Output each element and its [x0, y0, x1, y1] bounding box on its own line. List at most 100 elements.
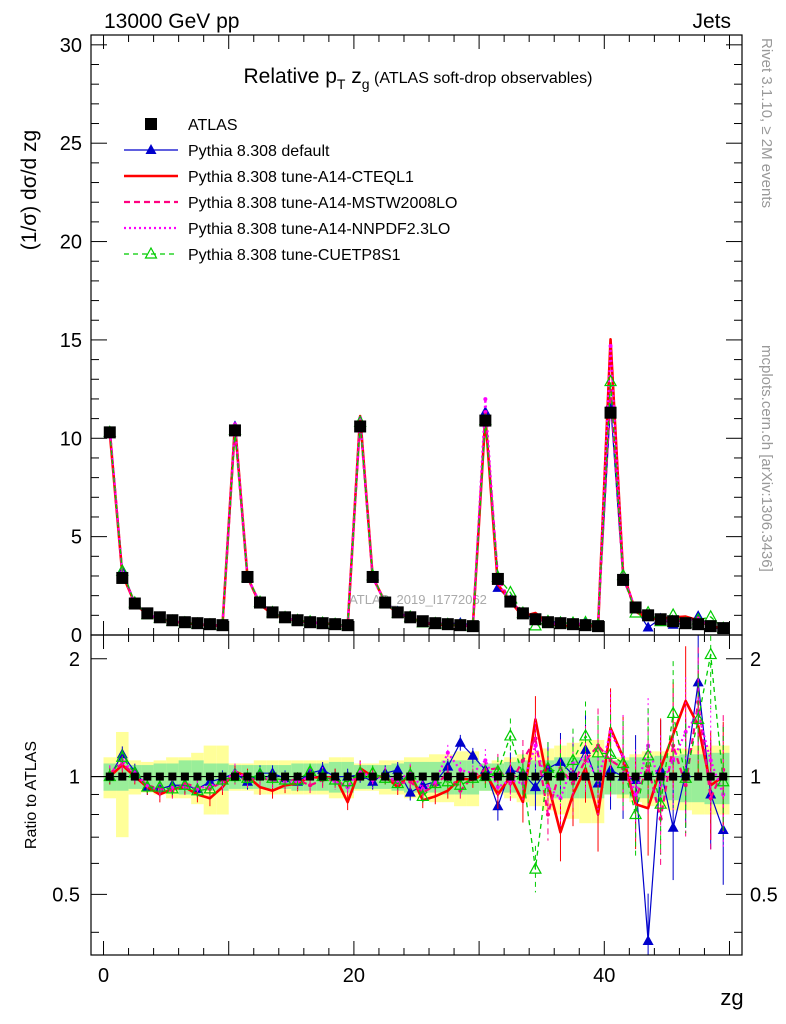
atlas-ratio-point — [393, 772, 402, 781]
ratio-point — [566, 753, 580, 765]
y-tick-label: 5 — [71, 527, 82, 549]
atlas-ratio-point — [168, 772, 177, 781]
atlas-data-point — [341, 619, 354, 632]
atlas-ratio-point — [669, 772, 678, 781]
atlas-data-point — [153, 611, 166, 624]
atlas-ratio-point — [318, 772, 327, 781]
atlas-ratio-point — [143, 772, 152, 781]
ratio-point — [683, 729, 688, 734]
atlas-data-point — [679, 617, 692, 630]
axes-group: 0 20 40 0 5 10 15 20 25 30 0.5 0.5 1 1 2 2 — [52, 35, 778, 987]
header-observable: Jets — [692, 10, 731, 33]
atlas-ratio-point — [656, 772, 665, 781]
atlas-ratio-point — [581, 772, 590, 781]
legend-marker — [145, 144, 157, 154]
ratio-tick-label-left: 2 — [69, 649, 80, 671]
atlas-ratio-point — [180, 772, 189, 781]
ratio-point — [604, 747, 618, 759]
ratio-point — [708, 758, 713, 763]
atlas-ratio-point — [218, 772, 227, 781]
mc-point — [604, 374, 618, 387]
ratio-point — [629, 807, 643, 820]
atlas-data-point — [141, 607, 154, 620]
atlas-data-point — [254, 596, 267, 609]
atlas-ratio-point — [368, 772, 377, 781]
ratio-point — [654, 796, 668, 809]
atlas-ratio-point — [193, 772, 202, 781]
ratio-point — [683, 783, 688, 788]
atlas-data-point — [529, 613, 542, 626]
x-tick-label: 0 — [98, 965, 109, 987]
atlas-ratio-point — [506, 772, 515, 781]
atlas-data-point — [504, 595, 517, 608]
ratio-point — [520, 758, 525, 763]
atlas-data-point — [279, 611, 292, 624]
ratio-point — [178, 778, 192, 790]
atlas-data-point — [429, 617, 442, 630]
legend-marker — [144, 246, 158, 259]
y-tick-label: 0 — [71, 625, 82, 647]
ratio-tick-label-right: 0.5 — [750, 884, 778, 906]
ratio-point — [204, 775, 216, 786]
ratio-point — [533, 743, 538, 748]
ratio-point — [433, 779, 438, 784]
series-line-ratio — [108, 712, 725, 800]
ratio-point — [483, 758, 488, 763]
ratio-panel-series — [103, 635, 730, 955]
legend-label: Pythia 8.308 tune-A14-CTEQL1 — [188, 169, 414, 186]
ratio-point — [170, 785, 175, 790]
ratio-point — [165, 781, 179, 794]
atlas-ratio-point — [468, 772, 477, 781]
atlas-data-point — [166, 614, 179, 627]
ratio-point — [708, 796, 713, 801]
ratio-point — [416, 789, 430, 801]
rivet-version-label: Rivet 3.1.10, ≥ 2M events — [758, 38, 775, 208]
atlas-data-point — [704, 620, 717, 633]
atlas-ratio-point — [130, 772, 139, 781]
atlas-ratio-point — [606, 772, 615, 781]
ratio-point — [404, 786, 416, 797]
ratio-point — [716, 774, 730, 787]
atlas-data-point — [466, 620, 479, 633]
atlas-data-point — [304, 616, 317, 629]
atlas-data-point — [617, 573, 630, 586]
atlas-ratio-point — [619, 772, 628, 781]
atlas-data-point — [667, 615, 680, 628]
mcplots-label: mcplots.cern.ch [arXiv:1306.3436] — [758, 345, 775, 572]
atlas-data-point — [316, 617, 329, 630]
ratio-point — [691, 712, 705, 724]
atlas-ratio-point — [268, 772, 277, 781]
main-panel-series — [103, 338, 730, 635]
ratio-point — [182, 781, 187, 786]
ratio-point — [467, 749, 479, 760]
atlas-data-point — [128, 597, 141, 610]
ratio-point — [203, 781, 217, 794]
atlas-ratio-point — [356, 772, 365, 781]
legend-label: Pythia 8.308 tune-A14-MSTW2008LO — [188, 195, 457, 212]
atlas-ratio-point — [343, 772, 352, 781]
atlas-data-point — [178, 616, 191, 629]
ratio-point — [458, 767, 463, 772]
ratio-point — [616, 756, 630, 769]
ratio-point — [667, 821, 679, 832]
atlas-data-point — [579, 619, 592, 632]
atlas-ratio-point — [155, 772, 164, 781]
ratio-point — [529, 781, 541, 792]
series-line-ratio — [109, 681, 724, 942]
ratio-point — [503, 728, 517, 741]
header-energy: 13000 GeV pp — [104, 10, 239, 33]
atlas-ratio-point — [681, 772, 690, 781]
legend-label: ATLAS — [188, 117, 238, 134]
atlas-ratio-point — [456, 772, 465, 781]
atlas-ratio-point — [531, 772, 540, 781]
atlas-ratio-point — [719, 772, 728, 781]
mc-point — [608, 344, 613, 349]
atlas-ratio-point — [293, 772, 302, 781]
y-tick-label: 15 — [60, 330, 82, 352]
ratio-point — [453, 778, 467, 790]
atlas-data-point — [366, 570, 379, 583]
atlas-data-point — [692, 618, 705, 631]
ratio-panel-frame — [90, 634, 743, 956]
ratio-point — [666, 706, 680, 719]
